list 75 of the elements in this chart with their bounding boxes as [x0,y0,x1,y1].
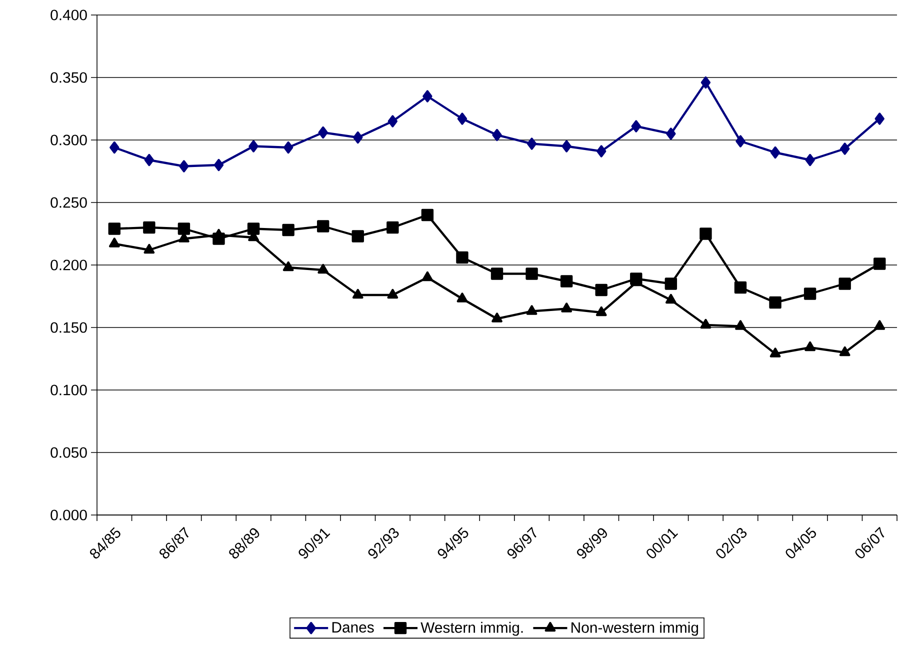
point [318,126,328,139]
y-tick-label: 0.300 [50,134,87,146]
point [874,258,886,270]
point [664,278,678,290]
point [457,112,468,125]
point [526,138,537,150]
y-tick-label: 0.350 [50,72,87,83]
point [770,348,781,358]
point [561,302,572,312]
y-tick-label: 0.250 [50,197,87,208]
point [700,76,711,89]
point [352,288,364,299]
point [838,278,851,290]
point [736,135,746,148]
point [595,284,608,296]
point [421,208,434,222]
point [560,275,573,288]
legend-label: Danes [332,622,374,633]
point [283,141,294,154]
point [839,346,850,356]
point [179,160,189,172]
point [352,230,364,242]
y-tick-label: 0.000 [50,510,87,520]
point [110,141,120,154]
point [769,296,782,309]
point [387,288,398,299]
legend-label: Western immig. [420,622,523,636]
point [247,222,260,235]
point [665,294,676,304]
point [248,140,258,152]
point [282,224,294,236]
y-tick-label: 0.150 [50,322,87,333]
point [805,154,815,166]
point [490,268,504,280]
point [108,238,120,248]
point [526,268,538,280]
y-tick-label: 0.100 [50,384,87,396]
point [282,261,294,272]
point [316,220,330,232]
point [353,131,363,144]
point [562,140,572,152]
point [804,341,816,352]
point [874,112,884,125]
point [144,244,155,254]
point [456,251,468,264]
point [214,158,224,172]
point [492,128,502,142]
y-tick-label: 0.400 [50,10,87,20]
point [318,264,329,274]
point [840,142,850,155]
point [386,221,399,234]
point [422,90,432,102]
point [631,120,641,132]
point [735,320,746,330]
point [388,115,398,128]
point [422,271,433,282]
point [108,222,120,235]
point [734,281,747,294]
point [700,228,712,240]
point [874,320,886,330]
point [456,292,468,302]
point [178,222,190,235]
point [143,221,156,234]
point [700,318,712,329]
point [596,145,606,158]
point [526,305,538,315]
point [666,128,676,140]
point [804,288,816,300]
y-tick-label: 0.200 [50,260,87,270]
point [144,154,154,166]
y-tick-label: 0.050 [50,447,87,458]
point [770,146,780,159]
point [492,312,502,322]
legend-label: Non-western immig [572,622,698,636]
point [596,306,607,316]
